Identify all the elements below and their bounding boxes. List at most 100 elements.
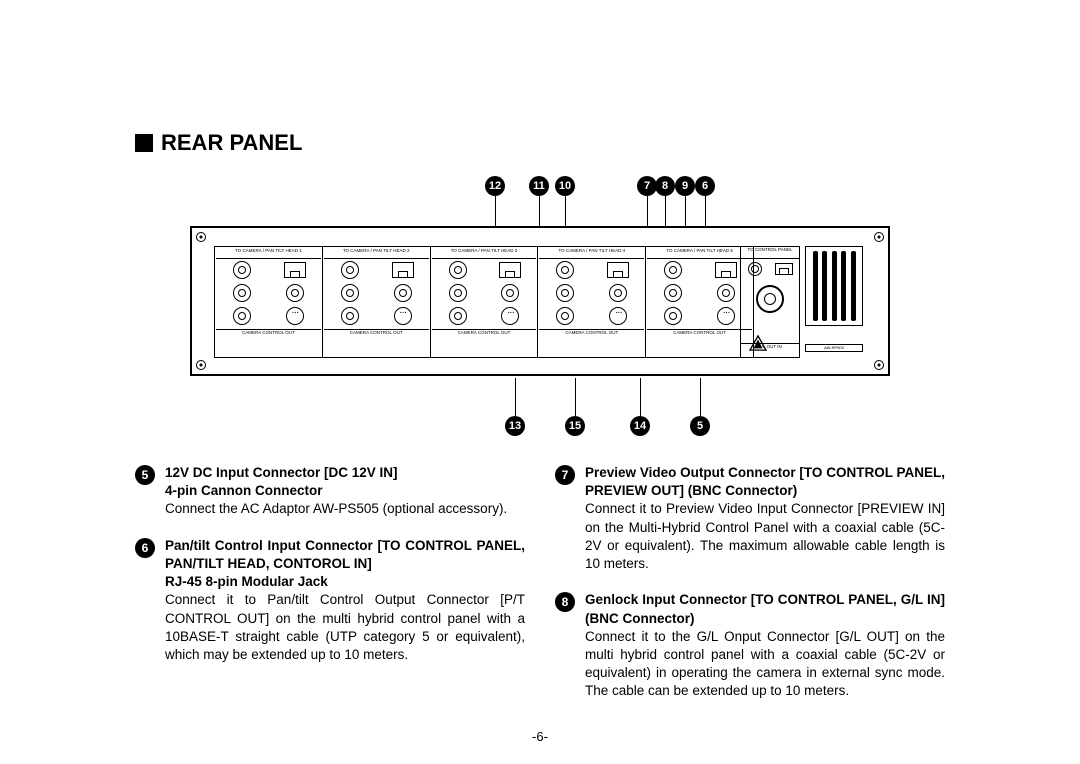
pointer-line: [539, 196, 540, 228]
bnc-connector-icon: [664, 261, 682, 279]
control-panel-section: TO CONTROL PANEL G/L OUT IN: [740, 246, 800, 358]
block-top-label: TO CAMERA / PAN TILT HEAD 4: [539, 248, 644, 259]
screw-icon: [196, 360, 206, 370]
item-title: Pan/tilt Control Input Connector [TO CON…: [165, 537, 525, 592]
bnc-connector-icon: [233, 261, 251, 279]
bnc-connector-icon: [449, 284, 467, 302]
camera-block: TO CAMERA / PAN TILT HEAD 4 CAMERA CONTR…: [538, 247, 646, 357]
pointer-line: [665, 196, 666, 228]
bnc-connector-icon: [556, 284, 574, 302]
bnc-connector-icon: [341, 261, 359, 279]
screw-icon: [196, 232, 206, 242]
item-number-badge: 7: [555, 465, 575, 485]
item-body: Genlock Input Connector [TO CONTROL PANE…: [585, 591, 945, 700]
camera-block: TO CAMERA / PAN TILT HEAD 2 CAMERA CONTR…: [323, 247, 431, 357]
right-column: 7 Preview Video Output Connector [TO CON…: [555, 464, 945, 719]
block-bottom-label: CAMERA CONTROL OUT: [324, 329, 429, 340]
xlr-connector-icon: [394, 307, 412, 325]
bnc-connector-icon: [664, 284, 682, 302]
description-item: 5 12V DC Input Connector [DC 12V IN]4-pi…: [135, 464, 525, 519]
panel-chassis: TO CAMERA / PAN TILT HEAD 1 CAMERA CONTR…: [190, 226, 890, 376]
item-description: Connect the AC Adaptor AW-PS505 (optiona…: [165, 500, 525, 518]
pointer-line: [575, 378, 576, 416]
pointer-line: [565, 196, 566, 228]
bnc-connector-icon: [394, 284, 412, 302]
bnc-connector-icon: [233, 307, 251, 325]
bnc-connector-icon: [233, 284, 251, 302]
bnc-connector-icon: [609, 284, 627, 302]
description-item: 7 Preview Video Output Connector [TO CON…: [555, 464, 945, 573]
item-title: 12V DC Input Connector [DC 12V IN]4-pin …: [165, 464, 525, 500]
description-item: 8 Genlock Input Connector [TO CONTROL PA…: [555, 591, 945, 700]
item-body: 12V DC Input Connector [DC 12V IN]4-pin …: [165, 464, 525, 519]
support-top-label: TO CONTROL PANEL: [741, 247, 799, 259]
screw-icon: [874, 232, 884, 242]
camera-block: TO CAMERA / PAN TILT HEAD 5 CAMERA CONTR…: [646, 247, 753, 357]
left-column: 5 12V DC Input Connector [DC 12V IN]4-pi…: [135, 464, 525, 719]
callout-number: 6: [695, 176, 715, 196]
callout-number: 13: [505, 416, 525, 436]
bnc-connector-icon: [501, 284, 519, 302]
camera-block: TO CAMERA / PAN TILT HEAD 1 CAMERA CONTR…: [215, 247, 323, 357]
item-description: Connect it to the G/L Onput Connector [G…: [585, 628, 945, 701]
xlr-connector-icon: [501, 307, 519, 325]
rear-panel-diagram: 12 11 10 7896 13 15 14 5 TO CAMERA / PAN TILT …: [135, 176, 945, 436]
bnc-connector-icon: [286, 284, 304, 302]
callout-number: 5: [690, 416, 710, 436]
description-columns: 5 12V DC Input Connector [DC 12V IN]4-pi…: [135, 464, 945, 719]
callout-number: 15: [565, 416, 585, 436]
pointer-line: [685, 196, 686, 228]
screw-icon: [874, 360, 884, 370]
item-number-badge: 8: [555, 592, 575, 612]
block-top-label: TO CAMERA / PAN TILT HEAD 3: [432, 248, 537, 259]
camera-blocks-frame: TO CAMERA / PAN TILT HEAD 1 CAMERA CONTR…: [214, 246, 754, 358]
model-label: AW-RP505: [805, 344, 863, 352]
rj45-connector-icon: [392, 262, 414, 278]
pointer-line: [640, 378, 641, 416]
block-bottom-label: CAMERA CONTROL OUT: [216, 329, 321, 340]
pointer-line: [700, 378, 701, 416]
xlr-connector-icon: [286, 307, 304, 325]
large-bnc-connector-icon: [756, 285, 784, 313]
callout-number: 9: [675, 176, 695, 196]
description-item: 6 Pan/tilt Control Input Connector [TO C…: [135, 537, 525, 665]
bnc-connector-icon: [556, 307, 574, 325]
callout-number: 10: [555, 176, 575, 196]
rj45-connector-icon: [715, 262, 737, 278]
bnc-connector-icon: [717, 284, 735, 302]
callout-number: 14: [630, 416, 650, 436]
support-bottom-label: G/L OUT IN: [741, 343, 799, 357]
xlr-connector-icon: [717, 307, 735, 325]
bnc-connector-icon: [449, 261, 467, 279]
pointer-line: [647, 196, 648, 228]
callout-number: 8: [655, 176, 675, 196]
bnc-connector-icon: [341, 284, 359, 302]
square-bullet-icon: [135, 134, 153, 152]
callout-number: 12: [485, 176, 505, 196]
item-body: Pan/tilt Control Input Connector [TO CON…: [165, 537, 525, 665]
item-number-badge: 5: [135, 465, 155, 485]
block-top-label: TO CAMERA / PAN TILT HEAD 5: [647, 248, 752, 259]
item-description: Connect it to Pan/tilt Control Output Co…: [165, 591, 525, 664]
camera-block: TO CAMERA / PAN TILT HEAD 3 CAMERA CONTR…: [431, 247, 539, 357]
pointer-line: [515, 378, 516, 416]
block-bottom-label: CAMERA CONTROL OUT: [432, 329, 537, 340]
rj45-connector-icon: [284, 262, 306, 278]
rj45-connector-icon: [775, 263, 793, 275]
item-number-badge: 6: [135, 538, 155, 558]
callout-number: 11: [529, 176, 549, 196]
pointer-line: [705, 196, 706, 228]
bnc-connector-icon: [449, 307, 467, 325]
pointer-line: [495, 196, 496, 228]
item-title: Preview Video Output Connector [TO CONTR…: [585, 464, 945, 500]
bnc-connector-icon: [664, 307, 682, 325]
callout-number: 7: [637, 176, 657, 196]
block-top-label: TO CAMERA / PAN TILT HEAD 2: [324, 248, 429, 259]
rj45-connector-icon: [499, 262, 521, 278]
bnc-connector-icon: [748, 262, 762, 276]
bnc-connector-icon: [556, 261, 574, 279]
item-description: Connect it to Preview Video Input Connec…: [585, 500, 945, 573]
block-bottom-label: CAMERA CONTROL OUT: [647, 329, 752, 340]
rj45-connector-icon: [607, 262, 629, 278]
page-number: -6-: [135, 729, 945, 744]
